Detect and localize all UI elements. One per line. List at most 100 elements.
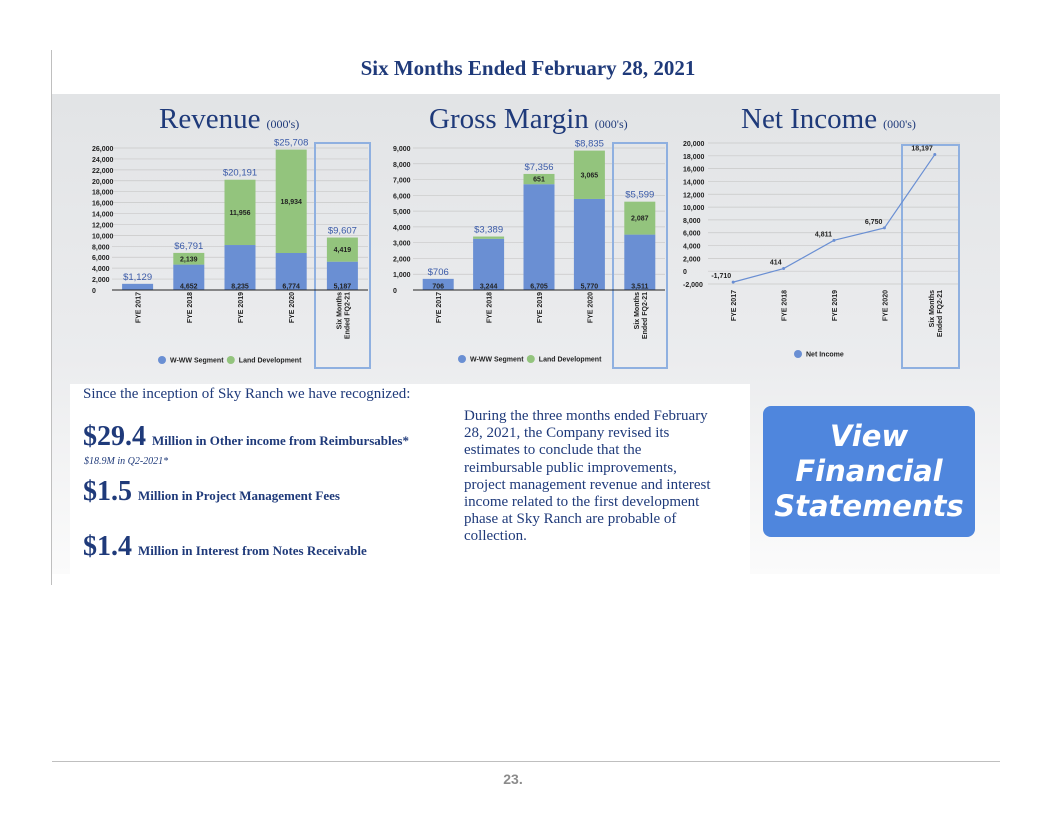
gross-margin-bar-w-ww <box>422 278 454 290</box>
net-income-ytick-label: 20,000 <box>683 141 705 148</box>
net-income-xtick-label: FYE 2017 <box>731 290 738 321</box>
revenue-data-label: 8,235 <box>231 284 249 291</box>
narrative-line: During the three months ended February <box>464 408 708 424</box>
gross-margin-data-label: 6,705 <box>530 284 548 291</box>
left-divider <box>51 50 52 585</box>
interest-desc: Million in Interest from Notes Receivabl… <box>138 543 367 558</box>
net-income-data-label: 4,811 <box>815 231 832 238</box>
revenue-ytick-label: 6,000 <box>92 255 110 262</box>
gross-margin-highlight-box <box>612 142 668 369</box>
narrative-line: 28, 2021, the Company revised its <box>464 425 670 442</box>
narrative-text: During the three months ended February 2… <box>464 408 749 546</box>
revenue-bar-w-ww <box>224 245 256 290</box>
net-income-ytick-label: 6,000 <box>683 231 701 238</box>
gross-margin-data-label: 3,065 <box>581 172 599 179</box>
recognized-heading: Since the inception of Sky Ranch we have… <box>83 386 411 402</box>
recognized-panel <box>70 384 750 574</box>
revenue-bar-land <box>224 179 256 246</box>
revenue-data-label: 2,139 <box>180 256 198 263</box>
revenue-total-label: $25,708 <box>274 138 308 149</box>
net-income-xtick-label: FYE 2019 <box>832 290 839 321</box>
revenue-ytick-label: 18,000 <box>92 190 114 197</box>
revenue-xtick-label: FYE 2020 <box>289 292 296 323</box>
revenue-ytick-label: 20,000 <box>92 179 114 186</box>
revenue-total-label: $20,191 <box>223 168 257 179</box>
net-income-legend-label: Net Income <box>806 352 844 359</box>
page-number: 23. <box>503 771 523 787</box>
net-income-chart-title: Net Income (000's) <box>741 103 916 136</box>
gross-margin-bar-w-ww <box>624 234 656 290</box>
revenue-highlight-box <box>314 142 371 369</box>
net-income-data-label: -1,710 <box>711 273 731 280</box>
gross-margin-total-label: $5,599 <box>625 190 654 201</box>
net-income-ytick-label: 4,000 <box>683 244 701 251</box>
reimbursables-note: $18.9M in Q2-2021* <box>84 456 169 467</box>
revenue-bar-w-ww <box>275 253 307 290</box>
reimbursables-amount: $29.4 <box>83 421 146 452</box>
revenue-data-label: 4,652 <box>180 284 198 291</box>
gross-margin-xtick-label: FYE 2018 <box>487 292 494 323</box>
gross-margin-data-label: 3,511 <box>631 284 648 291</box>
narrative-line: estimates to conclude that the <box>464 442 642 459</box>
revenue-ytick-label: 26,000 <box>92 146 114 153</box>
net-income-ytick-label: 10,000 <box>683 205 705 212</box>
net-income-xtick-label: Ended FQ2-21 <box>937 290 944 337</box>
revenue-ytick-label: 0 <box>92 288 96 295</box>
gross-margin-total-label: $3,389 <box>474 225 503 236</box>
revenue-data-label: 5,187 <box>334 284 352 291</box>
gross-margin-total-label: $8,835 <box>575 139 604 150</box>
revenue-bar-w-ww <box>122 283 154 290</box>
button-line: View <box>829 419 909 453</box>
gross-margin-legend-label: W-WW Segment <box>470 357 524 364</box>
gross-margin-bar-w-ww <box>523 184 555 290</box>
net-income-title-text: Net Income <box>741 103 878 135</box>
net-income-point <box>933 153 937 157</box>
gross-margin-units: (000's) <box>594 117 628 131</box>
gross-margin-legend-swatch <box>526 355 535 363</box>
net-income-series-line <box>733 154 936 283</box>
net-income-xtick-label: FYE 2020 <box>882 290 889 321</box>
revenue-bar-w-ww <box>326 261 358 290</box>
gross-margin-ytick-label: 5,000 <box>393 209 411 216</box>
gross-margin-ytick-label: 1,000 <box>393 272 411 279</box>
gross-margin-ytick-label: 3,000 <box>393 241 411 248</box>
revenue-ytick-label: 4,000 <box>92 266 110 273</box>
revenue-chart: 0 2,000 4,000 6,000 8,000 10,000 12,000 14,000 1… <box>92 138 371 369</box>
revenue-xtick-label: Six Months <box>336 292 343 329</box>
gross-margin-legend-swatch <box>458 355 466 363</box>
revenue-units: (000's) <box>266 117 300 131</box>
gross-margin-data-label: 3,244 <box>480 284 498 291</box>
reimbursables-desc: Million in Other income from Reimbursabl… <box>152 433 409 448</box>
button-line: Financial <box>795 454 943 488</box>
net-income-ytick-label: 2,000 <box>683 256 701 263</box>
net-income-xtick-label: FYE 2018 <box>782 290 789 321</box>
gross-margin-ytick-label: 8,000 <box>393 162 411 169</box>
gross-margin-xtick-label: Six Months <box>634 292 641 329</box>
revenue-ytick-label: 12,000 <box>92 222 114 229</box>
view-financial-statements-button[interactable]: View Financial Statements <box>763 406 975 537</box>
gross-margin-xtick-label: FYE 2017 <box>436 292 443 323</box>
interest-item: $1.4 Million in Interest from Notes Recei… <box>83 531 367 563</box>
mgmt-fees-desc: Million in Project Management Fees <box>138 488 340 503</box>
gross-margin-ytick-label: 6,000 <box>393 193 411 200</box>
gross-margin-xtick-label: FYE 2020 <box>587 292 594 323</box>
revenue-data-label: 18,934 <box>280 199 302 206</box>
net-income-ytick-label: 14,000 <box>683 179 705 186</box>
net-income-data-label: 18,197 <box>911 146 933 153</box>
narrative-line: income related to the first development <box>464 494 700 511</box>
narrative-line: reimbursable public improvements, <box>464 459 677 476</box>
revenue-legend-label: W-WW Segment <box>170 358 224 365</box>
net-income-point <box>731 280 735 284</box>
net-income-ytick-label: 12,000 <box>683 192 705 199</box>
gross-margin-chart-title: Gross Margin (000's) <box>429 103 628 136</box>
revenue-xtick-label: FYE 2018 <box>187 292 194 323</box>
net-income-data-label: 6,750 <box>865 219 883 226</box>
gross-margin-bar-land <box>573 150 605 199</box>
revenue-total-label: $6,791 <box>174 241 203 252</box>
gross-margin-title-text: Gross Margin <box>429 103 589 135</box>
net-income-ytick-label: 0 <box>683 269 687 276</box>
gross-margin-total-label: $7,356 <box>524 162 553 173</box>
revenue-xtick-label: Ended FQ2-21 <box>344 292 351 339</box>
net-income-units: (000's) <box>883 117 916 131</box>
revenue-ytick-label: 8,000 <box>92 244 110 251</box>
